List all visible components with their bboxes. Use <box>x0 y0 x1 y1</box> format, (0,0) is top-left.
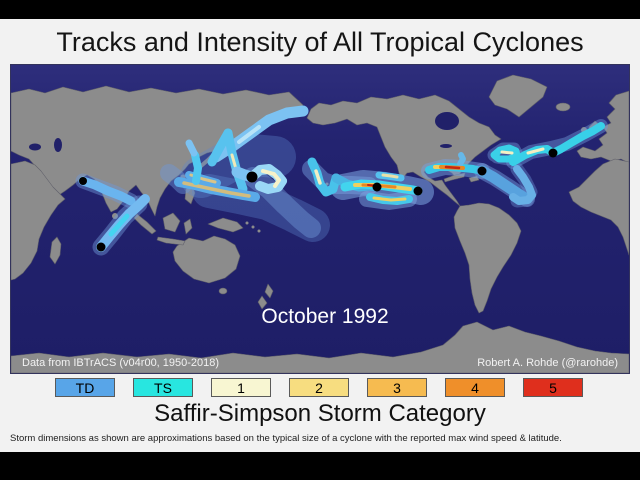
land-africa-east <box>11 160 66 281</box>
legend-label-ts: TS <box>154 379 172 396</box>
land-sulawesi <box>183 218 193 235</box>
land-java <box>156 236 186 246</box>
legend-box-cat2: 2 <box>289 378 349 397</box>
storm-dot-central-pacific <box>372 182 382 192</box>
storm-position-dots <box>79 148 558 252</box>
hudson-bay <box>435 112 459 130</box>
land-new-zealand <box>257 283 274 310</box>
storm-dot-arabian-sea <box>79 177 87 185</box>
legend-label-cat3: 3 <box>393 379 401 396</box>
legend-box-td: TD <box>55 378 115 397</box>
legend-label-cat4: 4 <box>471 379 479 396</box>
world-map: October 1992 Data from IBTrACS (v04r00, … <box>10 64 630 374</box>
legend-box-cat5: 5 <box>523 378 583 397</box>
land-south-america <box>453 202 522 314</box>
legend-label-cat1: 1 <box>237 379 245 396</box>
legend-box-cat1: 1 <box>211 378 271 397</box>
caspian-sea <box>54 138 62 152</box>
legend-label-cat2: 2 <box>315 379 323 396</box>
legend-box-cat3: 3 <box>367 378 427 397</box>
land-solomons <box>245 221 261 233</box>
land-antarctica <box>11 321 629 373</box>
page-title: Tracks and Intensity of All Tropical Cyc… <box>56 27 584 57</box>
inland-seas <box>29 112 459 152</box>
attribution-data-source: Data from IBTrACS (v04r00, 1950-2018) <box>22 357 220 369</box>
land-iceland <box>555 102 571 112</box>
land-borneo <box>162 212 181 233</box>
land-srilanka <box>112 213 118 219</box>
storm-dot-south-indian <box>96 242 106 252</box>
land-sakhalin <box>231 123 237 139</box>
great-lakes <box>440 144 452 148</box>
date-label: October 1992 <box>261 305 389 328</box>
land-new-guinea <box>207 217 244 233</box>
land-madagascar <box>49 236 62 265</box>
land-tasmania <box>218 287 228 295</box>
storm-dot-west-pacific <box>246 171 258 183</box>
legend-label-td: TD <box>75 379 95 396</box>
saffir-simpson-legend: TD TS 1 2 3 4 5 <box>55 378 583 397</box>
legend-box-cat4: 4 <box>445 378 505 397</box>
world-map-svg <box>11 65 629 373</box>
storm-dot-east-pacific <box>413 186 423 196</box>
black-sea <box>29 143 41 151</box>
land-australia <box>172 235 241 284</box>
footnote: Storm dimensions as shown are approximat… <box>10 433 562 444</box>
legend-label-cat5: 5 <box>549 379 557 396</box>
land-africa-west <box>568 158 629 256</box>
legend-box-ts: TS <box>133 378 193 397</box>
land-sumatra <box>133 213 157 235</box>
content-area: Tracks and Intensity of All Tropical Cyc… <box>0 19 640 452</box>
letterbox-bottom <box>0 452 640 480</box>
letterbox-top <box>0 0 640 19</box>
land-greenland <box>488 74 548 118</box>
legend-title: Saffir-Simpson Storm Category <box>154 400 486 427</box>
storm-dot-northeast-atlantic <box>548 148 558 158</box>
attribution-author: Robert A. Rohde (@rarohde) <box>477 357 618 369</box>
storm-dot-west-atlantic <box>477 166 487 176</box>
